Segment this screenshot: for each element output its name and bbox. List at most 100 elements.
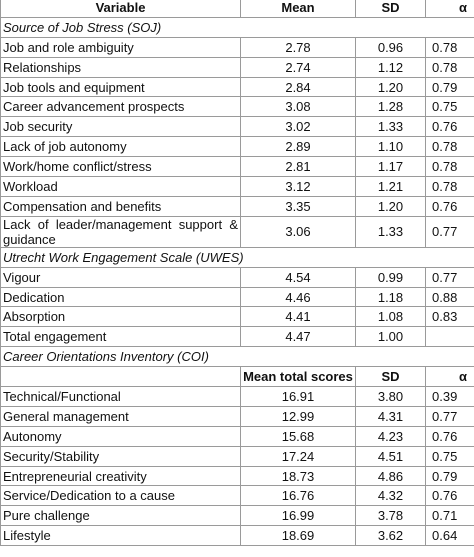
data-row: General management 12.99 4.31 0.77 (0, 405, 474, 427)
variable-name: Lack of job autonomy (0, 136, 241, 158)
value-cell: 4.46 (240, 286, 356, 308)
value-cell: 2.89 (240, 136, 356, 158)
value-cell: 15.68 (240, 425, 356, 447)
data-row: Job and role ambiguity 2.78 0.96 0.78 (0, 36, 474, 58)
value-cell: 1.20 (355, 195, 426, 217)
column-header: SD (355, 0, 426, 18)
value-cell: 16.99 (240, 505, 356, 527)
data-row: Total engagement 4.47 1.00 (0, 326, 474, 348)
variable-name: General management (0, 405, 241, 427)
section-title: Career Orientations Inventory (COI) (0, 346, 474, 368)
value-cell: 18.73 (240, 465, 356, 487)
value-cell: 0.76 (425, 485, 474, 507)
empty-cell (425, 326, 474, 348)
variable-name: Job tools and equipment (0, 76, 241, 98)
value-cell: 2.74 (240, 56, 356, 78)
value-cell: 1.17 (355, 156, 426, 178)
value-cell: 0.78 (425, 156, 474, 178)
data-row: Job security 3.02 1.33 0.76 (0, 116, 474, 138)
value-cell: 0.76 (425, 425, 474, 447)
value-cell: 1.12 (355, 56, 426, 78)
data-row: Career advancement prospects 3.08 1.28 0.75 (0, 96, 474, 118)
value-cell: 2.84 (240, 76, 356, 98)
data-row: Pure challenge 16.99 3.78 0.71 (0, 505, 474, 527)
value-cell: 0.78 (425, 136, 474, 158)
value-cell: 0.79 (425, 76, 474, 98)
value-cell: 1.33 (355, 215, 426, 248)
empty-cell (0, 366, 241, 388)
value-cell: 3.06 (240, 215, 356, 248)
variable-name: Lack of leader/management support & guid… (0, 215, 241, 248)
value-cell: 3.62 (355, 525, 426, 547)
column-header: SD (355, 366, 426, 388)
value-cell: 3.78 (355, 505, 426, 527)
value-cell: 3.35 (240, 195, 356, 217)
data-row: Lack of leader/management support & guid… (0, 215, 474, 248)
section-row: Utrecht Work Engagement Scale (UWES) (0, 246, 474, 268)
variable-name: Absorption (0, 306, 241, 328)
value-cell: 1.28 (355, 96, 426, 118)
value-cell: 1.00 (355, 326, 426, 348)
data-row: Relationships 2.74 1.12 0.78 (0, 56, 474, 78)
value-cell: 0.76 (425, 116, 474, 138)
data-row: Compensation and benefits 3.35 1.20 0.76 (0, 195, 474, 217)
value-cell: 16.91 (240, 386, 356, 407)
variable-name: Vigour (0, 266, 241, 288)
value-cell: 18.69 (240, 525, 356, 547)
value-cell: 0.79 (425, 465, 474, 487)
column-header: α (425, 0, 474, 18)
variable-name: Service/Dedication to a cause (0, 485, 241, 507)
value-cell: 0.39 (425, 386, 474, 407)
value-cell: 0.77 (425, 405, 474, 427)
value-cell: 4.41 (240, 306, 356, 328)
value-cell: 1.18 (355, 286, 426, 308)
section-title: Source of Job Stress (SOJ) (0, 16, 474, 38)
value-cell: 1.10 (355, 136, 426, 158)
value-cell: 4.86 (355, 465, 426, 487)
variable-name: Pure challenge (0, 505, 241, 527)
value-cell: 4.54 (240, 266, 356, 288)
value-cell: 3.80 (355, 386, 426, 407)
value-cell: 4.47 (240, 326, 356, 348)
data-row: Autonomy 15.68 4.23 0.76 (0, 425, 474, 447)
value-cell: 4.32 (355, 485, 426, 507)
value-cell: 0.78 (425, 176, 474, 197)
value-cell: 0.76 (425, 195, 474, 217)
column-header: Variable (0, 0, 241, 18)
variable-name: Job and role ambiguity (0, 36, 241, 58)
value-cell: 4.23 (355, 425, 426, 447)
variable-name: Total engagement (0, 326, 241, 348)
variable-name: Job security (0, 116, 241, 138)
value-cell: 1.20 (355, 76, 426, 98)
value-cell: 2.78 (240, 36, 356, 58)
value-cell: 0.77 (425, 266, 474, 288)
variable-name: Autonomy (0, 425, 241, 447)
value-cell: 2.81 (240, 156, 356, 178)
value-cell: 0.88 (425, 286, 474, 308)
value-cell: 0.96 (355, 36, 426, 58)
value-cell: 4.31 (355, 405, 426, 427)
variable-name: Career advancement prospects (0, 96, 241, 118)
value-cell: 1.21 (355, 176, 426, 197)
column-header: Mean total scores (240, 366, 356, 388)
variable-name: Compensation and benefits (0, 195, 241, 217)
column-header: Mean (240, 0, 356, 18)
value-cell: 16.76 (240, 485, 356, 507)
variable-name: Security/Stability (0, 445, 241, 467)
data-row: Lack of job autonomy 2.89 1.10 0.78 (0, 136, 474, 158)
section-title: Utrecht Work Engagement Scale (UWES) (0, 246, 474, 268)
value-cell: 17.24 (240, 445, 356, 467)
value-cell: 1.33 (355, 116, 426, 138)
value-cell: 0.83 (425, 306, 474, 328)
data-row: Vigour 4.54 0.99 0.77 (0, 266, 474, 288)
variable-name: Lifestyle (0, 525, 241, 547)
section-row: Career Orientations Inventory (COI) (0, 346, 474, 368)
value-cell: 3.12 (240, 176, 356, 197)
header-row: Variable Mean SD α (0, 0, 474, 18)
value-cell: 3.08 (240, 96, 356, 118)
data-row: Dedication 4.46 1.18 0.88 (0, 286, 474, 308)
data-row: Absorption 4.41 1.08 0.83 (0, 306, 474, 328)
